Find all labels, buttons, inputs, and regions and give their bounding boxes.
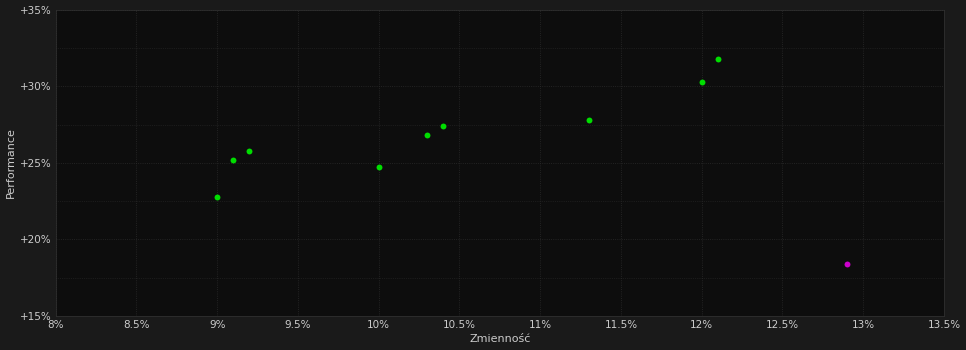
Y-axis label: Performance: Performance bbox=[6, 127, 15, 198]
Point bbox=[242, 148, 257, 153]
Point bbox=[436, 123, 451, 129]
X-axis label: Zmienność: Zmienność bbox=[469, 335, 530, 344]
Point bbox=[210, 194, 225, 199]
Point bbox=[710, 56, 725, 61]
Point bbox=[225, 157, 241, 162]
Point bbox=[581, 117, 596, 123]
Point bbox=[839, 261, 855, 267]
Point bbox=[694, 79, 709, 84]
Point bbox=[371, 164, 386, 170]
Point bbox=[419, 132, 435, 138]
